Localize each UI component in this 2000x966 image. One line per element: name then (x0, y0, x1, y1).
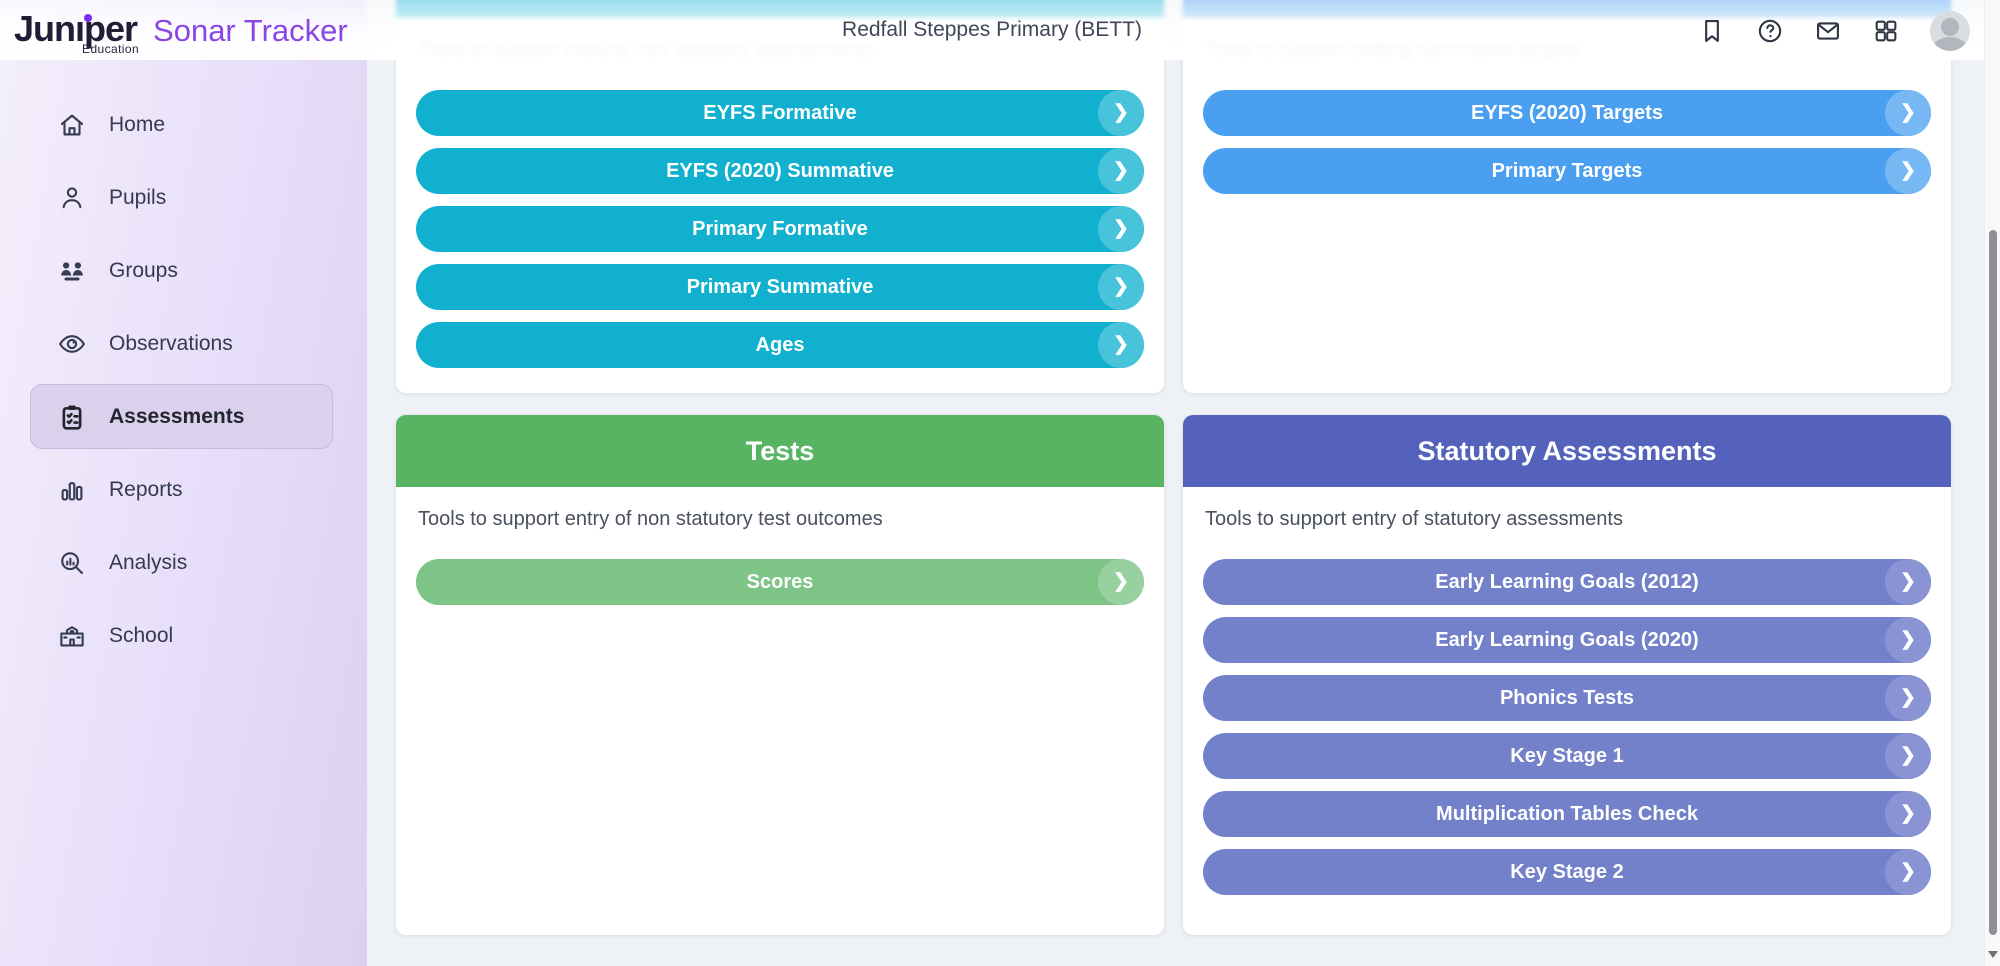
chevron-right-icon: ❯ (1885, 791, 1931, 837)
primary-targets-button[interactable]: Primary Targets ❯ (1203, 148, 1931, 194)
help-icon[interactable] (1756, 17, 1784, 45)
ages-button[interactable]: Ages ❯ (416, 322, 1144, 368)
early-learning-goals-2020-button[interactable]: Early Learning Goals (2020) ❯ (1203, 617, 1931, 663)
chevron-right-icon: ❯ (1098, 206, 1144, 252)
school-name: Redfall Steppes Primary (BETT) (842, 18, 1142, 41)
phonics-tests-button[interactable]: Phonics Tests ❯ (1203, 675, 1931, 721)
card-targets: Tools to support setting summative targe… (1183, 0, 1951, 393)
chevron-right-icon: ❯ (1098, 148, 1144, 194)
card-tests: Tests Tools to support entry of non stat… (396, 415, 1164, 935)
avatar[interactable] (1930, 11, 1970, 51)
apps-grid-icon[interactable] (1872, 17, 1900, 45)
sidebar: Home Pupils Groups Observations Asses (0, 0, 367, 966)
key-stage-2-button[interactable]: Key Stage 2 ❯ (1203, 849, 1931, 895)
sidebar-item-groups[interactable]: Groups (0, 234, 367, 307)
chevron-right-icon: ❯ (1885, 90, 1931, 136)
sidebar-item-label: Pupils (109, 185, 167, 209)
sidebar-item-school[interactable]: School (0, 599, 367, 672)
key-stage-1-button[interactable]: Key Stage 1 ❯ (1203, 733, 1931, 779)
card-tests-header-band: Tests (396, 415, 1164, 487)
chevron-right-icon: ❯ (1885, 675, 1931, 721)
top-header: JuniperJunıper Education Sonar Tracker R… (0, 0, 1984, 60)
sidebar-item-analysis[interactable]: Analysis (0, 526, 367, 599)
eyfs-formative-button[interactable]: EYFS Formative ❯ (416, 90, 1144, 136)
sidebar-item-label: Home (109, 112, 166, 136)
sidebar-item-label: Analysis (109, 550, 188, 574)
pupils-icon (57, 183, 87, 213)
primary-formative-button[interactable]: Primary Formative ❯ (416, 206, 1144, 252)
early-learning-goals-2012-button[interactable]: Early Learning Goals (2012) ❯ (1203, 559, 1931, 605)
vertical-scrollbar[interactable] (1984, 0, 2000, 966)
scrollbar-down-arrow-icon[interactable] (1988, 951, 1998, 958)
sidebar-item-home[interactable]: Home (0, 88, 367, 161)
logo-dot (84, 14, 92, 22)
sidebar-item-reports[interactable]: Reports (0, 453, 367, 526)
card-statutory-assessments: Statutory Assessments Tools to support e… (1183, 415, 1951, 935)
chevron-right-icon: ❯ (1098, 322, 1144, 368)
chevron-right-icon: ❯ (1885, 733, 1931, 779)
chevron-right-icon: ❯ (1885, 617, 1931, 663)
card-title: Statutory Assessments (1417, 435, 1717, 466)
sidebar-item-label: Observations (109, 331, 233, 355)
eyfs-2020-targets-button[interactable]: EYFS (2020) Targets ❯ (1203, 90, 1931, 136)
reports-icon (57, 475, 87, 505)
observations-icon (57, 329, 87, 359)
mail-icon[interactable] (1814, 17, 1842, 45)
groups-icon (57, 256, 87, 286)
chevron-right-icon: ❯ (1098, 264, 1144, 310)
eyfs-2020-summative-button[interactable]: EYFS (2020) Summative ❯ (416, 148, 1144, 194)
sidebar-item-label: Assessments (109, 404, 245, 428)
analysis-icon (57, 548, 87, 578)
card-description: Tools to support entry of non statutory … (418, 508, 883, 530)
sidebar-item-assessments[interactable]: Assessments (0, 380, 367, 453)
product-name: Sonar Tracker (153, 13, 348, 48)
card-description: Tools to support entry of statutory asse… (1205, 508, 1623, 530)
sidebar-item-observations[interactable]: Observations (0, 307, 367, 380)
multiplication-tables-check-button[interactable]: Multiplication Tables Check ❯ (1203, 791, 1931, 837)
chevron-right-icon: ❯ (1885, 849, 1931, 895)
assessments-icon (57, 402, 87, 432)
brand-tagline: Education (82, 42, 140, 56)
card-statutory-header-band: Statutory Assessments (1183, 415, 1951, 487)
chevron-right-icon: ❯ (1098, 559, 1144, 605)
chevron-right-icon: ❯ (1098, 90, 1144, 136)
chevron-right-icon: ❯ (1885, 559, 1931, 605)
sidebar-item-label: School (109, 623, 174, 647)
brand-logo: JuniperJunıper Education Sonar Tracker (14, 8, 348, 56)
avatar-body (1933, 37, 1967, 51)
school-icon (57, 621, 87, 651)
primary-summative-button[interactable]: Primary Summative ❯ (416, 264, 1144, 310)
scores-button[interactable]: Scores ❯ (416, 559, 1144, 605)
card-title: Tests (745, 435, 815, 466)
sidebar-item-label: Reports (109, 477, 183, 501)
bookmark-icon[interactable] (1698, 17, 1726, 45)
avatar-head (1941, 18, 1959, 36)
chevron-right-icon: ❯ (1885, 148, 1931, 194)
home-icon (57, 110, 87, 140)
juniper-wordmark: JuniperJunıper Education (14, 8, 140, 56)
sidebar-item-label: Groups (109, 258, 178, 282)
scrollbar-thumb[interactable] (1989, 230, 1997, 935)
sidebar-item-pupils[interactable]: Pupils (0, 161, 367, 234)
